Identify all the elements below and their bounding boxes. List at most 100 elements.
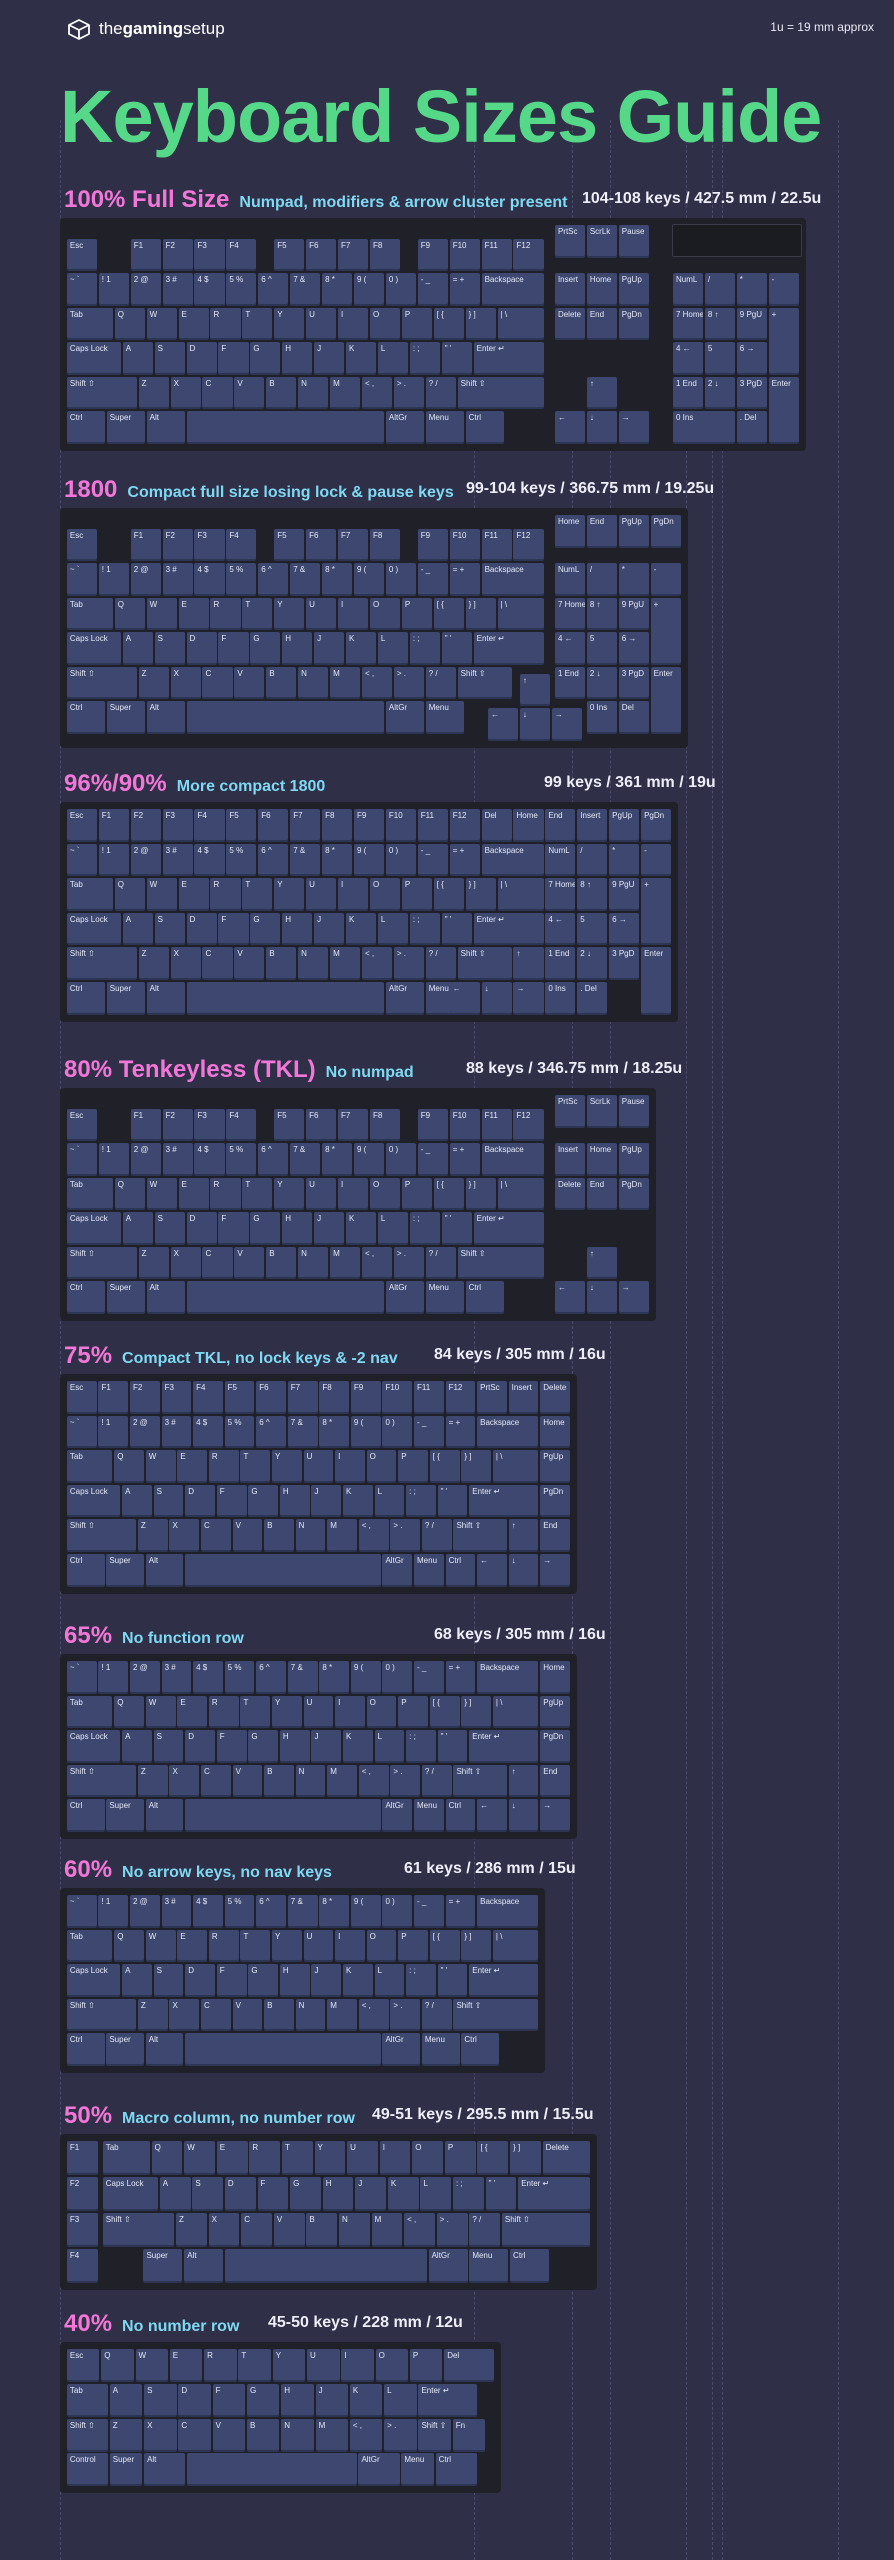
key[interactable]: P xyxy=(398,1695,428,1729)
key[interactable]: ? / xyxy=(421,1764,452,1798)
key[interactable]: F7 xyxy=(338,238,369,272)
key[interactable]: ? / xyxy=(425,1246,456,1280)
key[interactable]: T xyxy=(238,2348,271,2382)
key[interactable]: F xyxy=(212,2383,246,2417)
key[interactable]: I xyxy=(338,597,369,631)
key[interactable]: 3 # xyxy=(162,273,193,306)
key[interactable]: | \ xyxy=(492,1929,539,1963)
key[interactable]: Esc xyxy=(66,528,97,562)
key[interactable]: U xyxy=(307,2348,340,2382)
key[interactable]: Shift ⇧ xyxy=(66,2418,108,2452)
key[interactable]: : ; xyxy=(406,1484,436,1518)
key[interactable]: 1 End xyxy=(554,666,586,700)
key[interactable]: K xyxy=(346,912,377,946)
key[interactable]: Ctrl xyxy=(435,2453,477,2487)
key[interactable]: Delete xyxy=(542,2140,590,2176)
key[interactable]: T xyxy=(242,597,273,631)
key[interactable]: 4 ← xyxy=(554,632,586,665)
key[interactable]: P xyxy=(401,307,432,341)
key[interactable]: Super xyxy=(106,981,145,1015)
key[interactable]: Alt xyxy=(145,1553,184,1587)
key[interactable]: F xyxy=(216,1484,247,1518)
key[interactable] xyxy=(186,411,385,444)
key[interactable]: 8 * xyxy=(319,1894,350,1928)
key[interactable]: U xyxy=(347,2140,378,2176)
key[interactable]: Ctrl xyxy=(445,1553,476,1587)
key[interactable]: F11 xyxy=(481,238,512,272)
key[interactable]: 6 ^ xyxy=(256,1415,286,1449)
key[interactable]: End xyxy=(540,1764,570,1798)
key[interactable]: G xyxy=(250,912,281,946)
key[interactable]: E xyxy=(178,597,209,631)
key[interactable]: 7 & xyxy=(287,1894,318,1928)
key[interactable]: Shift ⇧ xyxy=(66,1519,137,1553)
key[interactable]: V xyxy=(232,1764,263,1798)
key[interactable]: E xyxy=(178,307,209,341)
key[interactable]: → xyxy=(618,411,649,444)
key[interactable]: Backspace xyxy=(481,1143,544,1176)
key[interactable]: 4 $ xyxy=(194,843,225,877)
key[interactable]: N xyxy=(298,947,329,981)
key[interactable]: Ctrl xyxy=(66,1553,105,1587)
key[interactable]: R xyxy=(208,1929,239,1963)
key[interactable]: R xyxy=(249,2140,281,2176)
key[interactable]: H xyxy=(322,2176,354,2212)
key[interactable]: C xyxy=(202,666,233,700)
key[interactable]: PgUp xyxy=(618,273,649,306)
key[interactable]: L xyxy=(374,1964,405,1997)
key[interactable]: 7 & xyxy=(287,1415,318,1449)
key[interactable]: 8 ↑ xyxy=(586,597,617,631)
key[interactable]: Super xyxy=(106,701,145,734)
key[interactable]: S xyxy=(144,2383,177,2417)
key[interactable]: Z xyxy=(137,1519,168,1553)
key[interactable]: J xyxy=(314,342,345,375)
key[interactable]: G xyxy=(248,1964,279,1997)
key[interactable]: F4 xyxy=(226,528,257,562)
key[interactable]: 3 PgD xyxy=(736,376,767,410)
key[interactable]: 9 ( xyxy=(350,1894,381,1928)
key[interactable]: 8 * xyxy=(319,1660,350,1694)
key[interactable]: Shift ⇧ xyxy=(66,1998,137,2032)
key[interactable]: O xyxy=(366,1450,397,1483)
key[interactable]: K xyxy=(343,1730,373,1763)
key[interactable]: A xyxy=(109,2383,143,2417)
key[interactable]: F1 xyxy=(130,1108,161,1142)
key[interactable]: < , xyxy=(361,376,393,410)
key[interactable]: : ; xyxy=(453,2176,484,2212)
key[interactable]: - _ xyxy=(417,843,448,877)
key[interactable]: | \ xyxy=(497,307,544,341)
key[interactable]: = + xyxy=(445,1894,476,1928)
key[interactable]: 3 # xyxy=(162,1143,193,1176)
key[interactable]: N xyxy=(298,666,329,700)
key[interactable]: 7 Home xyxy=(672,307,704,341)
key[interactable]: D xyxy=(186,632,217,665)
key[interactable]: AltGr xyxy=(382,2033,421,2067)
key[interactable]: 4 ← xyxy=(545,912,576,946)
key[interactable]: 6 → xyxy=(618,632,649,665)
key[interactable]: D xyxy=(185,1484,215,1518)
key[interactable]: Enter ↵ xyxy=(518,2176,590,2212)
key[interactable]: 5 % xyxy=(226,563,257,596)
key[interactable]: E xyxy=(178,878,209,911)
key[interactable]: Menu xyxy=(425,1281,464,1314)
key[interactable]: 8 ↑ xyxy=(577,878,608,911)
key[interactable]: PrtSc xyxy=(554,224,586,258)
key[interactable]: Enter ↵ xyxy=(469,1484,539,1518)
key[interactable]: 3 # xyxy=(162,563,193,596)
key[interactable]: F8 xyxy=(322,808,353,842)
key[interactable]: F1 xyxy=(130,238,161,272)
key[interactable]: F3 xyxy=(194,1108,225,1142)
key[interactable]: W xyxy=(146,878,177,911)
key[interactable]: } ] xyxy=(461,1450,492,1483)
key[interactable]: Shift ⇧ xyxy=(66,1246,137,1280)
key[interactable]: * xyxy=(609,843,640,877)
key[interactable]: 2 @ xyxy=(130,1894,160,1928)
key[interactable]: Alt xyxy=(145,1799,184,1833)
key[interactable]: 2 @ xyxy=(130,563,161,596)
key[interactable]: Fn xyxy=(452,2418,486,2452)
key[interactable]: K xyxy=(346,342,377,375)
key[interactable]: Shift ⇧ xyxy=(102,2212,175,2248)
key[interactable]: Enter ↵ xyxy=(473,1212,544,1245)
key[interactable]: D xyxy=(185,1730,215,1763)
key[interactable]: ? / xyxy=(421,1998,452,2032)
